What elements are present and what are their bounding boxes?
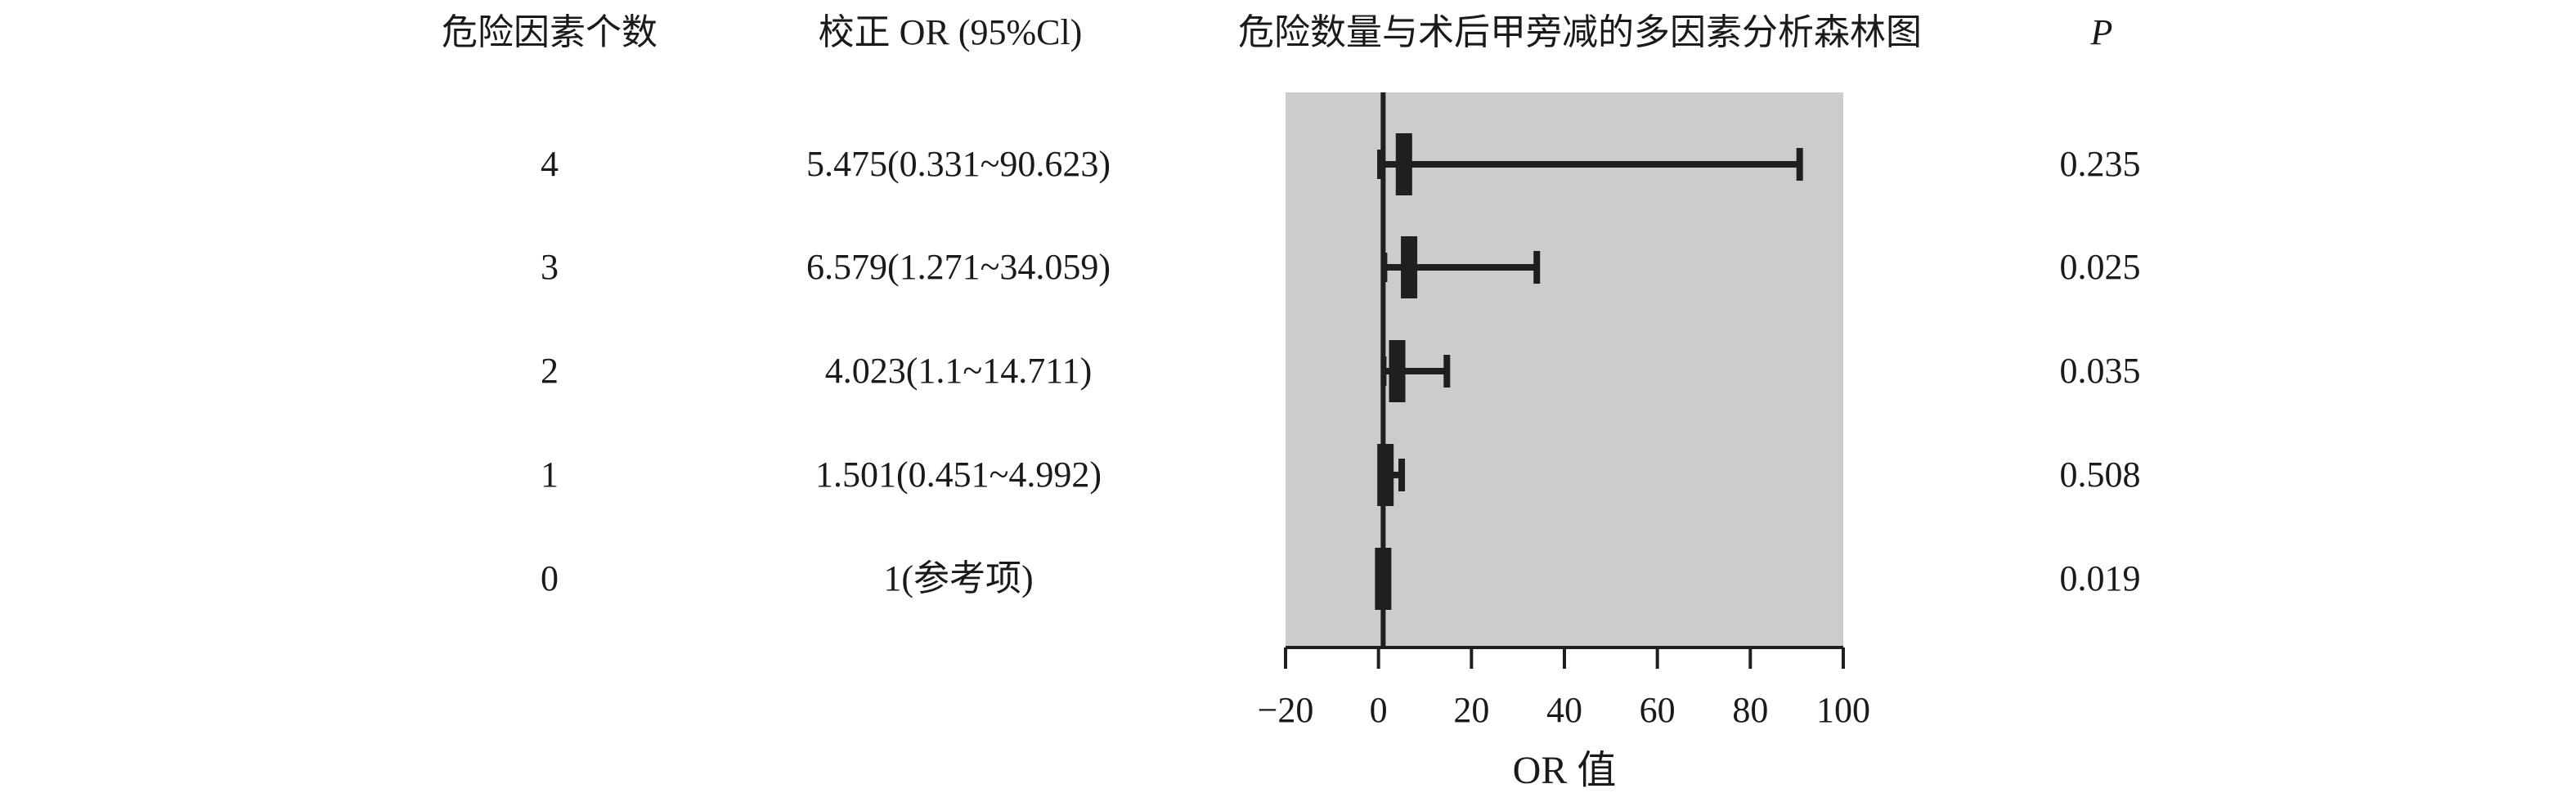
header-or-ci: 校正 OR (95%Cl) [818, 12, 1083, 52]
row-3-p-value: 0.025 [2059, 247, 2141, 287]
row-0-p-value: 0.019 [2059, 558, 2141, 598]
chart-title: 危险数量与术后甲旁减的多因素分析森林图 [1238, 12, 1922, 52]
or-point-marker [1389, 340, 1406, 402]
row-4-or-ci: 5.475(0.331~90.623) [806, 144, 1111, 184]
header-p-value: P [2090, 12, 2113, 52]
x-tick-label: 0 [1370, 690, 1388, 730]
row-3-count: 3 [541, 247, 559, 287]
x-tick-label: 80 [1732, 690, 1768, 730]
x-tick-label: 40 [1546, 690, 1582, 730]
or-point-marker [1395, 133, 1412, 195]
or-point-marker [1377, 444, 1394, 506]
row-0-or-ci: 1(参考项) [883, 558, 1034, 598]
row-2-or-ci: 4.023(1.1~14.711) [824, 351, 1093, 391]
x-axis-label: OR 值 [1513, 749, 1617, 792]
or-point-marker [1401, 236, 1418, 298]
row-4-p-value: 0.235 [2059, 144, 2141, 184]
row-0-count: 0 [541, 558, 559, 598]
row-2-p-value: 0.035 [2059, 351, 2141, 391]
or-point-marker [1375, 548, 1392, 610]
row-1-count: 1 [541, 455, 559, 495]
plot-panel [1286, 92, 1843, 647]
row-1-or-ci: 1.501(0.451~4.992) [815, 455, 1102, 495]
x-tick-label: 100 [1816, 690, 1870, 730]
header-risk-count: 危险因素个数 [442, 12, 657, 52]
row-2-count: 2 [541, 351, 559, 391]
row-4-count: 4 [541, 144, 559, 184]
row-1-p-value: 0.508 [2059, 455, 2141, 495]
row-3-or-ci: 6.579(1.271~34.059) [806, 247, 1111, 287]
x-tick-label: −20 [1258, 690, 1314, 730]
x-tick-label: 20 [1453, 690, 1489, 730]
x-tick-label: 60 [1640, 690, 1676, 730]
